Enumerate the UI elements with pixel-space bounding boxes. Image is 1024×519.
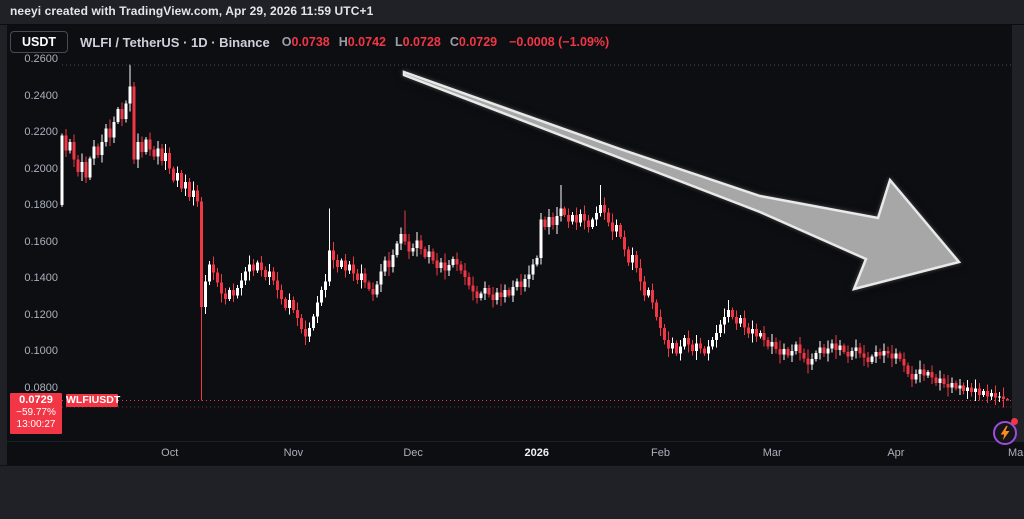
- time-tick-label: Feb: [651, 447, 670, 459]
- price-tick-label: 0.2400: [24, 89, 58, 102]
- chart-legend: USDT WLFI / TetherUS · 1D · Binance O0.0…: [10, 30, 609, 54]
- change-value: −0.0008 (−1.09%): [509, 35, 610, 49]
- time-tick-label: Mar: [762, 447, 782, 459]
- time-tick-label: Oct: [161, 447, 179, 459]
- price-tick-label: 0.2600: [24, 53, 58, 65]
- ohlc-pair: O0.0738: [281, 35, 330, 49]
- price-tick-label: 0.1400: [24, 272, 58, 284]
- ohlc-values: O0.0738 H0.0742 L0.0728 C0.0729: [282, 35, 497, 49]
- currency-toggle-button[interactable]: USDT: [10, 31, 69, 53]
- price-tick-label: 0.1800: [24, 199, 58, 211]
- ohlc-pair: L0.0728: [394, 35, 441, 49]
- time-tick-label: Apr: [887, 447, 905, 459]
- time-tick-label: 2026: [524, 447, 550, 459]
- notification-dot: [1011, 418, 1018, 425]
- footer-bar: TradingView: [0, 465, 1024, 519]
- lightning-widget-button[interactable]: [993, 421, 1017, 445]
- attribution-bar: neeyi created with TradingView.com, Apr …: [0, 0, 1024, 25]
- price-tick-label: 0.2200: [24, 126, 58, 138]
- time-tick-label: Ma: [1007, 447, 1024, 459]
- attribution-text: neeyi created with TradingView.com, Apr …: [10, 4, 374, 18]
- price-tick-label: 0.2000: [24, 162, 58, 175]
- price-tick-label: 0.1200: [24, 308, 58, 321]
- ohlc-pair: H0.0742: [338, 35, 386, 49]
- symbol-description: WLFI / TetherUS · 1D · Binance: [80, 34, 270, 50]
- chart-canvas[interactable]: [7, 25, 1012, 441]
- price-tick-label: 0.0800: [24, 381, 58, 394]
- current-price: 0.0729: [19, 394, 53, 407]
- current-price-label: 0.0729 −59.77% 13:00:27: [10, 393, 62, 434]
- symbol-price-tag: WLFIUSDT: [66, 393, 121, 407]
- time-axis[interactable]: [7, 441, 1024, 466]
- ohlc-pair: C0.0729: [449, 35, 498, 49]
- time-tick-label: Dec: [403, 447, 423, 459]
- current-change-pct: −59.77%: [16, 406, 56, 418]
- time-tick-label: Nov: [283, 447, 304, 459]
- lightning-bolt-icon: [1000, 425, 1010, 441]
- price-tick-label: 0.1600: [24, 235, 58, 248]
- price-tick-label: 0.1000: [24, 345, 58, 357]
- bar-countdown: 13:00:27: [16, 419, 56, 431]
